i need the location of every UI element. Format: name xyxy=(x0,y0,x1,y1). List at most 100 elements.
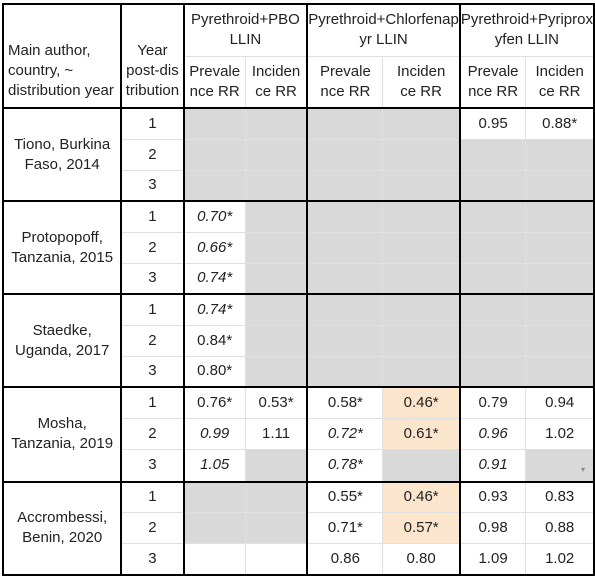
pbo-prevalence-cell xyxy=(183,169,246,202)
year-cell: 1 xyxy=(120,386,185,419)
pbo-incidence-cell xyxy=(244,169,309,202)
pyriproxyfen-prevalence-cell xyxy=(459,262,527,295)
pyriproxyfen-prevalence-cell xyxy=(459,169,527,202)
year-cell: 2 xyxy=(120,324,185,357)
pyriproxyfen-prevalence-cell: 0.98 xyxy=(459,512,527,544)
pyriproxyfen-incidence-cell xyxy=(525,138,595,171)
pyriproxyfen-incidence-cell: 0.94 xyxy=(525,386,595,419)
pbo-prevalence-cell: 1.05 xyxy=(183,448,246,483)
study-author-cell: Staedke, Uganda, 2017 xyxy=(1,293,123,388)
table-row: 2 xyxy=(3,138,595,171)
pyriproxyfen-prevalence-cell xyxy=(459,138,527,171)
chlorfenapyr-prevalence-cell xyxy=(306,293,384,326)
header-text-line: Prevale xyxy=(319,62,371,80)
header-text-line: LLIN xyxy=(229,31,262,49)
year-cell: 2 xyxy=(120,417,185,450)
pyriproxyfen-incidence-cell[interactable]: ▾ xyxy=(525,448,595,483)
table-row: Tiono, Burkina Faso, 2014 1 0.95 0.88* xyxy=(1,107,595,202)
subheader-pbo-incidence: Inciden ce RR xyxy=(244,55,309,109)
chlorfenapyr-incidence-cell: 0.57* xyxy=(382,512,461,544)
header-text-line: yr LLIN xyxy=(359,31,408,49)
chlorfenapyr-prevalence-cell xyxy=(306,200,384,233)
pbo-incidence-cell xyxy=(244,481,309,513)
pbo-prevalence-cell: 0.76* xyxy=(183,386,246,419)
pbo-prevalence-cell xyxy=(183,481,246,513)
year-cell: 1 xyxy=(120,293,185,326)
chlorfenapyr-incidence-cell xyxy=(382,138,461,171)
subheader-pyriproxyfen-prevalence: Prevale nce RR xyxy=(459,55,527,109)
chlorfenapyr-incidence-cell xyxy=(382,448,461,483)
subheader-chlorfenapyr-prevalence: Prevale nce RR xyxy=(306,55,384,109)
chlorfenapyr-prevalence-cell xyxy=(306,169,384,202)
year-cell: 3 xyxy=(120,355,185,388)
header-text-line: Prevale xyxy=(467,62,519,80)
pyriproxyfen-incidence-cell xyxy=(525,200,595,233)
pbo-prevalence-cell: 0.74* xyxy=(183,293,246,326)
header-text-line: Pyrethroid+PBO xyxy=(191,11,300,29)
year-cell: 2 xyxy=(120,512,185,544)
header-text-line: ce RR xyxy=(400,82,442,100)
subheader-pyriproxyfen-incidence: Inciden ce RR xyxy=(525,55,595,109)
chlorfenapyr-incidence-cell xyxy=(382,262,461,295)
dropdown-cell-wrapper[interactable]: ▾ xyxy=(527,450,592,480)
chlorfenapyr-incidence-cell xyxy=(382,107,461,140)
pbo-incidence-cell xyxy=(244,293,309,326)
pbo-prevalence-cell xyxy=(183,512,246,544)
table-body: Tiono, Burkina Faso, 2014 1 0.95 0.88* 2 3 Pro… xyxy=(1,107,595,576)
table-row: 3 0.80* xyxy=(3,355,595,388)
pbo-incidence-cell xyxy=(244,324,309,357)
group-header-pyriproxyfen: Pyrethroid+Pyriprox yfen LLIN xyxy=(459,3,595,57)
chlorfenapyr-prevalence-cell xyxy=(306,355,384,388)
pbo-incidence-cell xyxy=(244,448,309,483)
chlorfenapyr-incidence-cell xyxy=(382,200,461,233)
header-text-line: Main author, xyxy=(8,42,91,59)
chlorfenapyr-incidence-cell: 0.46* xyxy=(382,386,461,419)
pbo-prevalence-cell: 0.80* xyxy=(183,355,246,388)
pbo-prevalence-cell xyxy=(183,138,246,171)
table-row: 3 0.74* xyxy=(3,262,595,295)
pbo-incidence-cell: 0.53* xyxy=(244,386,309,419)
pyriproxyfen-prevalence-cell xyxy=(459,324,527,357)
dropdown-arrow-icon[interactable]: ▾ xyxy=(580,464,585,474)
subheader-chlorfenapyr-incidence: Inciden ce RR xyxy=(382,55,461,109)
pyriproxyfen-prevalence-cell xyxy=(459,231,527,264)
subheader-pbo-prevalence: Prevale nce RR xyxy=(183,55,246,109)
chlorfenapyr-incidence-cell xyxy=(382,169,461,202)
pyriproxyfen-prevalence-cell xyxy=(459,200,527,233)
header-text-line: Inciden xyxy=(535,62,584,80)
pbo-incidence-cell: 1.11 xyxy=(244,417,309,450)
pyriproxyfen-prevalence-cell xyxy=(459,355,527,388)
header-text-line: ce RR xyxy=(255,82,297,100)
table-row: 3 xyxy=(3,169,595,202)
chlorfenapyr-prevalence-cell: 0.78* xyxy=(306,448,384,483)
year-cell: 1 xyxy=(120,107,185,140)
pyriproxyfen-prevalence-cell: 1.09 xyxy=(459,543,527,576)
pyriproxyfen-incidence-cell xyxy=(525,262,595,295)
chlorfenapyr-incidence-cell: 0.46* xyxy=(382,481,461,513)
table-row: Mosha, Tanzania, 2019 1 0.76* 0.53* 0.58* 0.4… xyxy=(1,386,595,483)
year-cell: 3 xyxy=(120,543,185,576)
pyriproxyfen-incidence-cell: 0.83 xyxy=(525,481,595,513)
header-text-line: nce RR xyxy=(320,82,371,100)
chlorfenapyr-incidence-cell: 0.61* xyxy=(382,417,461,450)
pyriproxyfen-incidence-cell: 0.88* xyxy=(525,107,595,140)
pyriproxyfen-prevalence-cell: 0.96 xyxy=(459,417,527,450)
pbo-incidence-cell xyxy=(244,262,309,295)
chlorfenapyr-prevalence-cell: 0.55* xyxy=(306,481,384,513)
study-author-cell: Tiono, Burkina Faso, 2014 xyxy=(1,107,123,202)
study-author-cell: Mosha, Tanzania, 2019 xyxy=(1,386,123,483)
pbo-prevalence-cell xyxy=(183,543,246,576)
chlorfenapyr-incidence-cell xyxy=(382,293,461,326)
header-text-line: nce RR xyxy=(468,82,519,100)
year-cell: 1 xyxy=(120,200,185,233)
pbo-incidence-cell xyxy=(244,200,309,233)
pyriproxyfen-prevalence-cell: 0.93 xyxy=(459,481,527,513)
chlorfenapyr-prevalence-cell xyxy=(306,262,384,295)
table-row: Accrombessi, Benin, 2020 1 0.55* 0.46* 0.93 0… xyxy=(1,481,595,576)
study-author-cell: Accrombessi, Benin, 2020 xyxy=(1,481,123,576)
chlorfenapyr-prevalence-cell xyxy=(306,231,384,264)
group-header-pbo: Pyrethroid+PBO LLIN xyxy=(183,3,309,57)
group-header-chlorfenapyr: Pyrethroid+Chlorfenap yr LLIN xyxy=(306,3,461,57)
pyriproxyfen-prevalence-cell xyxy=(459,293,527,326)
header-text-line: tribution xyxy=(125,82,180,99)
